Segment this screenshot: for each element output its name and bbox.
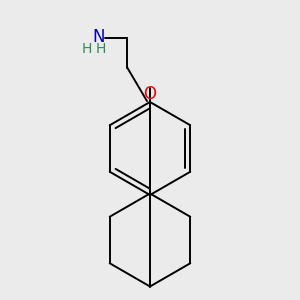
Text: O: O: [143, 85, 157, 103]
Text: H: H: [95, 42, 106, 56]
Text: N: N: [93, 28, 105, 46]
Text: H: H: [82, 42, 92, 56]
